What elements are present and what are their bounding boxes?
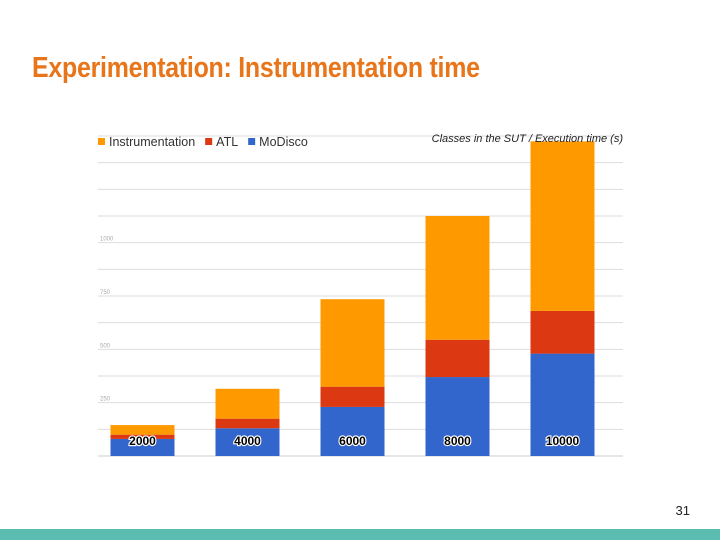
stacked-bar-chart: 250 500 750 1000 2000 4000 6000 8000 10000 Instru… bbox=[92, 126, 632, 464]
legend-label-instrumentation: Instrumentation bbox=[109, 135, 195, 149]
slide-title: Experimentation: Instrumentation time bbox=[32, 52, 480, 85]
bar-atl-6000 bbox=[321, 387, 385, 407]
footer-bar bbox=[0, 529, 720, 540]
y-tick-label: 750 bbox=[100, 290, 111, 296]
bar-instrumentation-4000 bbox=[216, 389, 280, 419]
chart-canvas: 250 500 750 1000 2000 4000 6000 8000 10000 Instru… bbox=[92, 126, 632, 464]
page-number: 31 bbox=[676, 503, 690, 518]
x-category-label: 10000 bbox=[546, 434, 580, 448]
bar-atl-10000 bbox=[531, 311, 595, 354]
bar-atl-8000 bbox=[426, 340, 490, 377]
legend-swatch-modisco bbox=[248, 138, 255, 145]
y-tick-label: 250 bbox=[100, 397, 111, 403]
x-category-label: 2000 bbox=[129, 434, 156, 448]
chart-subtitle: Classes in the SUT / Execution time (s) bbox=[432, 133, 624, 145]
x-category-label: 8000 bbox=[444, 434, 471, 448]
bar-instrumentation-6000 bbox=[321, 299, 385, 386]
legend-label-modisco: MoDisco bbox=[259, 135, 308, 149]
legend-label-atl: ATL bbox=[216, 135, 238, 149]
bar-modisco-6000 bbox=[321, 407, 385, 456]
x-category-label: 6000 bbox=[339, 434, 366, 448]
bar-atl-4000 bbox=[216, 419, 280, 429]
x-category-label: 4000 bbox=[234, 434, 261, 448]
legend-swatch-instrumentation bbox=[98, 138, 105, 145]
bar-instrumentation-10000 bbox=[531, 141, 595, 311]
bar-instrumentation-8000 bbox=[426, 216, 490, 340]
legend-swatch-atl bbox=[205, 138, 212, 145]
y-tick-label: 1000 bbox=[100, 237, 114, 243]
y-tick-label: 500 bbox=[100, 343, 111, 349]
